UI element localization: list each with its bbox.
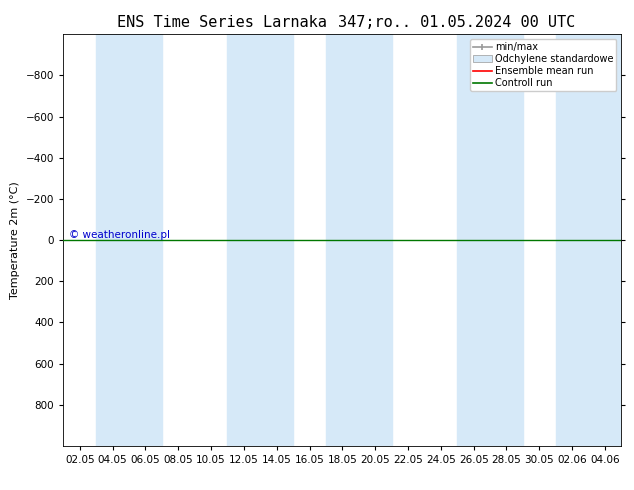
Text: © weatheronline.pl: © weatheronline.pl	[69, 230, 170, 240]
Bar	[228, 34, 293, 446]
Text: ENS Time Series Larnaka: ENS Time Series Larnaka	[117, 15, 327, 30]
Bar	[96, 34, 162, 446]
Bar	[555, 34, 621, 446]
Bar	[326, 34, 392, 446]
Legend: min/max, Odchylene standardowe, Ensemble mean run, Controll run: min/max, Odchylene standardowe, Ensemble…	[470, 39, 616, 91]
Text: 347;ro.. 01.05.2024 00 UTC: 347;ro.. 01.05.2024 00 UTC	[338, 15, 575, 30]
Bar	[457, 34, 523, 446]
Y-axis label: Temperature 2m (°C): Temperature 2m (°C)	[10, 181, 20, 299]
